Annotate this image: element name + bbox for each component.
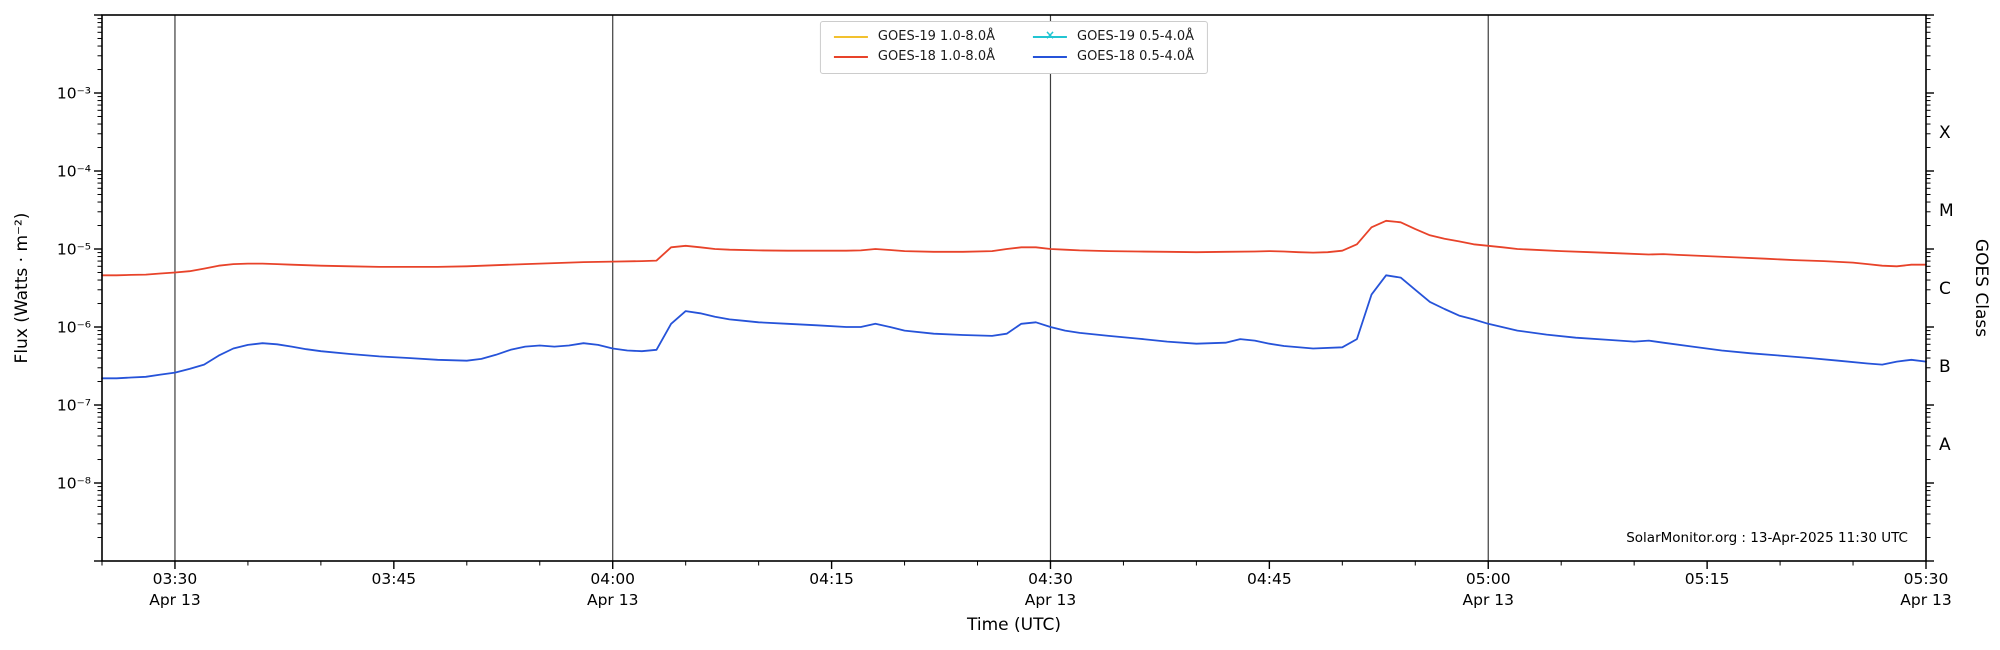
y2-axis-title: GOES Class — [1971, 238, 1991, 338]
y-tick-label: 10⁻³ — [57, 85, 91, 103]
goes-class-label: X — [1939, 123, 1951, 143]
x-tick-label: 05:00 — [1466, 570, 1511, 588]
goes-class-label: A — [1939, 435, 1951, 455]
goes-class-label: M — [1939, 201, 1954, 221]
legend-item-label: GOES-19 0.5-4.0Å — [1077, 29, 1195, 44]
legend-line-sample — [833, 36, 868, 39]
x-tick-date-label: Apr 13 — [1900, 591, 1951, 609]
legend-line-sample: × — [1033, 29, 1067, 41]
series-line-goes-18-0-5-4-0 — [101, 274, 1927, 380]
plot-frame — [101, 14, 1927, 562]
legend-item-goes-18-0-5-4-0: GOES-18 0.5-4.0Å — [1033, 49, 1195, 65]
legend-item-goes-19-1-0-8-0: GOES-19 1.0-8.0Å — [833, 29, 995, 44]
y-tick-label: 10⁻⁶ — [57, 319, 91, 337]
y-tick-label: 10⁻⁴ — [57, 163, 91, 181]
legend-line-sample — [1033, 56, 1067, 59]
x-tick-label: 04:45 — [1247, 570, 1292, 588]
x-tick-date-label: Apr 13 — [1463, 591, 1514, 609]
x-tick-label: 03:45 — [372, 570, 417, 588]
y-tick-label: 10⁻⁷ — [57, 397, 91, 415]
x-axis-title: Time (UTC) — [967, 615, 1061, 635]
legend-item-label: GOES-18 1.0-8.0Å — [877, 49, 995, 65]
legend-item-label: GOES-18 0.5-4.0Å — [1077, 49, 1195, 65]
y-tick-label: 10⁻⁸ — [57, 475, 91, 493]
x-tick-date-label: Apr 13 — [149, 591, 200, 609]
goes-class-label: C — [1939, 279, 1951, 299]
legend-item-goes-19-0-5-4-0: × GOES-19 0.5-4.0Å — [1033, 29, 1195, 44]
goes-class-label: B — [1939, 357, 1951, 377]
x-tick-date-label: Apr 13 — [1025, 591, 1076, 609]
y-axis-title: Flux (Watts · m⁻²) — [12, 212, 32, 364]
legend: GOES-19 1.0-8.0Å GOES-18 1.0-8.0Å × GOES-19… — [819, 21, 1209, 74]
x-tick-label: 03:30 — [153, 570, 198, 588]
series-line-goes-18-1-0-8-0 — [101, 219, 1927, 277]
y-tick-label: 10⁻⁵ — [57, 241, 91, 259]
legend-item-label: GOES-19 1.0-8.0Å — [877, 29, 995, 44]
x-tick-label: 04:00 — [590, 570, 635, 588]
legend-line-sample — [833, 56, 868, 59]
legend-item-goes-18-1-0-8-0: GOES-18 1.0-8.0Å — [833, 49, 995, 65]
watermark: SolarMonitor.org : 13-Apr-2025 11:30 UTC — [1626, 530, 1908, 546]
x-tick-label: 05:15 — [1685, 570, 1730, 588]
x-tick-label: 04:15 — [809, 570, 854, 588]
x-tick-date-label: Apr 13 — [587, 591, 638, 609]
x-tick-label: 04:30 — [1028, 570, 1073, 588]
x-tick-label: 05:30 — [1904, 570, 1949, 588]
legend-x-marker-icon: × — [1044, 28, 1056, 43]
